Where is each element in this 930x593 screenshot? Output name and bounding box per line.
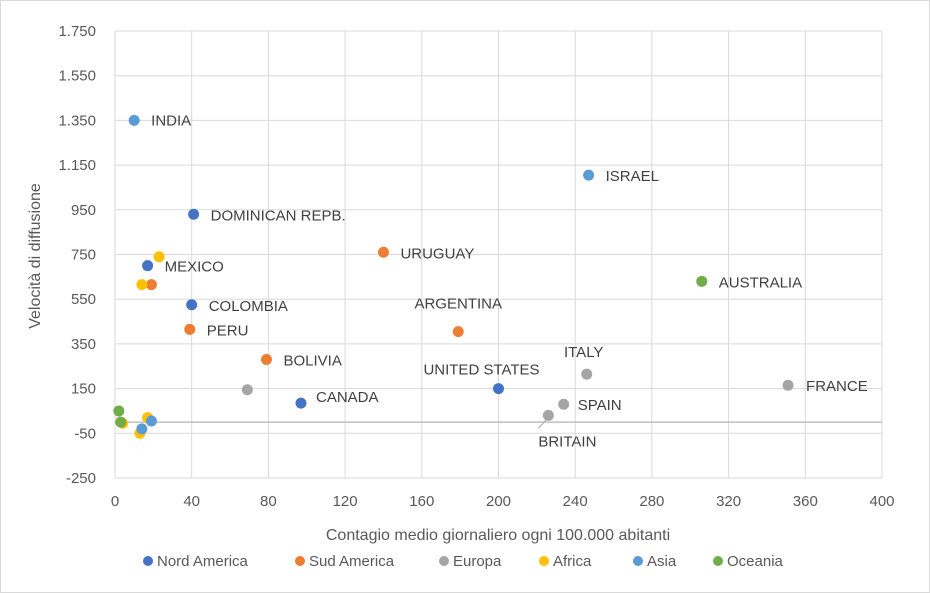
legend: Nord America Sud America Europa Africa Asia O… — [143, 553, 784, 570]
y-tick-labels: 1.750 1.550 1.350 1.150 950 750 550 350 150 -50 -2… — [58, 23, 96, 487]
x-tick-label: 40 — [183, 493, 200, 510]
point-asia — [145, 415, 157, 427]
point-oceania — [115, 416, 127, 428]
y-tick-label: 1.750 — [58, 23, 96, 40]
data-label-israel: ISRAEL — [606, 168, 659, 185]
y-tick-label: -50 — [74, 425, 96, 442]
point-sud-america-argentina — [452, 326, 464, 338]
y-tick-label: 350 — [71, 336, 96, 353]
y-axis-title: Velocità di diffusione — [27, 183, 44, 329]
data-label-france: FRANCE — [806, 378, 868, 395]
point-sud-america-bolivia — [260, 354, 272, 366]
data-label-spain: SPAIN — [578, 397, 622, 414]
legend-marker-nord-america — [143, 556, 153, 566]
data-label-mexico: MEXICO — [165, 259, 224, 276]
point-europa-italy — [581, 368, 593, 380]
point-nord-america-canada — [295, 397, 307, 409]
point-nord-america-dominican-repb — [188, 208, 200, 220]
data-label-italy: ITALY — [564, 344, 603, 361]
y-tick-label: -250 — [66, 470, 96, 487]
legend-label-sud-america: Sud America — [309, 553, 395, 570]
point-asia-israel — [583, 169, 595, 181]
leader-line — [537, 419, 547, 429]
point-europa-britain — [542, 409, 554, 421]
x-tick-label: 80 — [260, 493, 277, 510]
data-label-britain: BRITAIN — [538, 433, 596, 450]
point-oceania — [113, 405, 125, 417]
legend-marker-oceania — [713, 556, 723, 566]
legend-marker-sud-america — [295, 556, 305, 566]
x-tick-label: 240 — [563, 493, 588, 510]
point-europa-spain — [558, 398, 570, 410]
point-nord-america-united-states — [493, 383, 504, 395]
point-sud-america-peru — [184, 323, 196, 335]
data-label-australia: AUSTRALIA — [719, 274, 802, 291]
x-tick-label: 120 — [333, 493, 358, 510]
legend-marker-europa — [439, 556, 449, 566]
y-tick-label: 950 — [71, 202, 96, 219]
x-tick-label: 400 — [869, 493, 894, 510]
data-label-uruguay: URUGUAY — [400, 245, 474, 262]
data-label-dominican-repb: DOMINICAN REPB. — [211, 207, 346, 224]
gridlines — [114, 30, 883, 479]
point-nord-america-colombia — [186, 299, 198, 311]
data-label-argentina: ARGENTINA — [414, 296, 502, 313]
point-oceania-australia — [696, 275, 708, 287]
x-tick-label: 0 — [111, 493, 119, 510]
legend-label-oceania: Oceania — [727, 553, 784, 570]
point-sud-america — [145, 279, 157, 291]
point-africa — [153, 251, 165, 263]
data-label-colombia: COLOMBIA — [209, 298, 288, 315]
point-asia-india — [128, 114, 140, 126]
legend-label-africa: Africa — [553, 553, 592, 570]
point-nord-america-mexico — [142, 260, 154, 272]
x-tick-label: 160 — [409, 493, 434, 510]
legend-marker-africa — [539, 556, 549, 566]
point-asia — [136, 423, 148, 435]
data-label-bolivia: BOLIVIA — [283, 353, 341, 370]
y-tick-label: 750 — [71, 247, 96, 264]
data-label-united-states: UNITED STATES — [423, 362, 539, 379]
x-tick-labels: 0 40 80 120 160 200 240 280 320 360 400 — [111, 493, 895, 510]
y-tick-label: 1.550 — [58, 68, 96, 85]
x-tick-label: 200 — [486, 493, 511, 510]
data-label-india: INDIA — [151, 112, 191, 129]
y-tick-label: 550 — [71, 291, 96, 308]
point-labels: DOMINICAN REPB. MEXICO COLOMBIA CANADA UNITE… — [151, 112, 868, 450]
legend-label-nord-america: Nord America — [157, 553, 249, 570]
legend-marker-asia — [633, 556, 643, 566]
legend-label-europa: Europa — [453, 553, 502, 570]
point-africa — [136, 279, 148, 291]
point-sud-america-uruguay — [377, 246, 389, 258]
label-leader-lines — [537, 419, 547, 429]
point-europa-france — [782, 379, 794, 391]
x-tick-label: 280 — [639, 493, 664, 510]
legend-label-asia: Asia — [647, 553, 677, 570]
y-tick-label: 1.150 — [58, 157, 96, 174]
data-label-canada: CANADA — [316, 389, 379, 406]
y-tick-label: 1.350 — [58, 112, 96, 129]
data-label-peru: PERU — [207, 322, 249, 339]
x-tick-label: 320 — [716, 493, 741, 510]
y-tick-label: 150 — [71, 381, 96, 398]
x-axis-title: Contagio medio giornaliero ogni 100.000 … — [326, 527, 670, 544]
data-points — [113, 114, 794, 439]
point-europa — [241, 384, 253, 396]
x-tick-label: 360 — [793, 493, 818, 510]
